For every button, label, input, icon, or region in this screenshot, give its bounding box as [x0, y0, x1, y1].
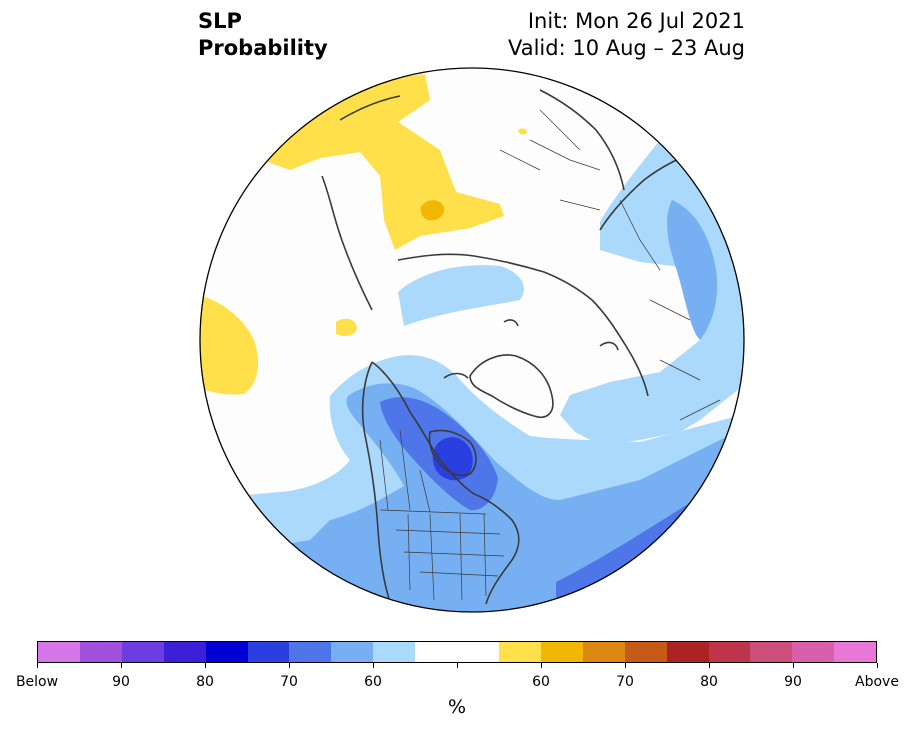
colorbar-segment	[247, 642, 290, 662]
colorbar-segment	[163, 642, 206, 662]
colorbar-segment	[624, 642, 667, 662]
colorbar-tick	[120, 663, 122, 668]
colorbar-tick	[876, 663, 878, 668]
colorbar-segment	[331, 642, 374, 662]
map-dates: Init: Mon 26 Jul 2021 Valid: 10 Aug – 23…	[508, 8, 745, 62]
colorbar-tick	[204, 663, 206, 668]
colorbar-tick	[36, 663, 38, 668]
colorbar-segment	[205, 642, 248, 662]
colorbar-segment	[38, 642, 80, 662]
colorbar-segment	[373, 642, 416, 662]
above-60-dot	[518, 128, 527, 135]
colorbar-tick-label: 70	[280, 674, 298, 690]
colorbar-tick	[456, 663, 458, 668]
colorbar-segment	[79, 642, 122, 662]
coast-eurasia	[321, 89, 699, 397]
below-60-arctic-band	[398, 265, 524, 326]
colorbar-segment	[582, 642, 625, 662]
colorbar-tick-label: 90	[784, 674, 802, 690]
borders	[379, 109, 721, 601]
probability-field	[200, 68, 744, 612]
colorbar-tick-label: 70	[616, 674, 634, 690]
coast-arctic-islands	[443, 319, 619, 379]
below-90-core	[432, 437, 473, 481]
colorbar-tick-label: Above	[855, 674, 899, 690]
coast-north-america	[361, 361, 520, 609]
colorbar-segment	[415, 642, 458, 662]
colorbar-segment	[540, 642, 583, 662]
colorbar	[37, 641, 877, 663]
colorbar-tick-label: 80	[700, 674, 718, 690]
colorbar-tick	[540, 663, 542, 668]
title-type: Probability	[198, 36, 328, 60]
border-canada-us	[379, 509, 487, 515]
colorbar-segment	[750, 642, 793, 662]
colorbar-tick-label: Below	[15, 674, 59, 690]
colorbar-segment	[498, 642, 541, 662]
valid-range: Valid: 10 Aug – 23 Aug	[507, 36, 745, 60]
map-title: SLP Probability	[198, 8, 328, 62]
border-states	[395, 513, 505, 601]
colorbar-segment	[666, 642, 709, 662]
coast-greenland	[469, 354, 554, 418]
title-variable: SLP	[198, 9, 242, 33]
colorbar-segment	[121, 642, 164, 662]
colorbar-tick	[372, 663, 374, 668]
colorbar-tick-label: 60	[364, 674, 382, 690]
globe-outline	[199, 67, 745, 613]
coast-hudson-bay	[428, 429, 477, 477]
above-70-spot	[420, 200, 445, 221]
colorbar-segment	[834, 642, 877, 662]
colorbar-tick-label: 80	[196, 674, 214, 690]
colorbar-segment	[457, 642, 499, 662]
colorbar-tick	[792, 663, 794, 668]
colorbar-unit: %	[447, 696, 467, 718]
colorbar-tick	[288, 663, 290, 668]
colorbar-segment	[708, 642, 751, 662]
colorbar-tick-label: 90	[112, 674, 130, 690]
colorbar-tick	[624, 663, 626, 668]
above-60-northwest	[262, 74, 504, 250]
colorbar-tick-label: 60	[532, 674, 550, 690]
coastlines	[321, 89, 699, 609]
above-60-small-patch	[336, 318, 357, 336]
colorbar-tick	[708, 663, 710, 668]
below-60-eurasia-inner	[667, 200, 718, 340]
border-eurasia	[499, 109, 721, 421]
above-60-west	[200, 296, 259, 395]
colorbar-segment	[792, 642, 835, 662]
init-date: Init: Mon 26 Jul 2021	[527, 9, 745, 33]
polar-map	[199, 67, 745, 613]
border-provinces	[379, 429, 431, 513]
colorbar-segment	[289, 642, 332, 662]
